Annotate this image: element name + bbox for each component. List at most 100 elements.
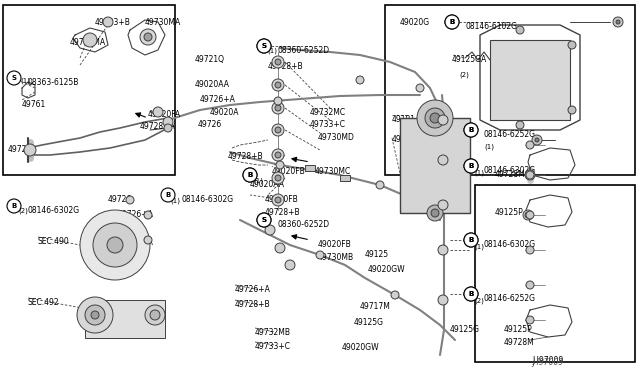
Text: 49728M: 49728M [504, 338, 535, 347]
Text: B: B [468, 127, 474, 133]
Text: 49181: 49181 [392, 115, 416, 124]
Text: J I97009: J I97009 [532, 356, 563, 365]
Text: (1): (1) [170, 197, 180, 203]
Text: B: B [449, 19, 454, 25]
Text: 08360-6252D: 08360-6252D [277, 46, 329, 55]
Circle shape [527, 172, 533, 178]
Circle shape [272, 79, 284, 91]
Circle shape [526, 281, 534, 289]
Circle shape [464, 159, 478, 173]
Text: 49726+A: 49726+A [235, 285, 271, 294]
Circle shape [144, 33, 152, 41]
Circle shape [107, 237, 123, 253]
Circle shape [150, 310, 160, 320]
Text: 49728+A: 49728+A [140, 122, 176, 131]
Text: 08360-6252D: 08360-6252D [277, 220, 329, 229]
Circle shape [163, 117, 173, 127]
Circle shape [272, 124, 284, 136]
Circle shape [164, 124, 172, 132]
Text: 49730MC: 49730MC [315, 167, 351, 176]
Circle shape [526, 211, 534, 219]
Circle shape [391, 291, 399, 299]
Text: 08146-6302G: 08146-6302G [484, 166, 536, 175]
Text: S: S [262, 43, 266, 49]
Text: (2): (2) [18, 208, 28, 215]
Circle shape [243, 168, 257, 182]
Circle shape [161, 188, 175, 202]
Circle shape [7, 71, 21, 85]
Circle shape [376, 181, 384, 189]
Text: 49732MC: 49732MC [310, 108, 346, 117]
Circle shape [464, 159, 478, 173]
Text: S: S [12, 75, 17, 81]
Text: (1): (1) [474, 170, 484, 176]
Circle shape [257, 213, 271, 227]
Text: 49020GW: 49020GW [342, 343, 380, 352]
Text: 49726+A: 49726+A [118, 210, 154, 219]
Text: 49020FA: 49020FA [148, 110, 181, 119]
Text: B: B [468, 163, 474, 169]
Bar [400, 118, 470, 213]
Text: 08146-6302G: 08146-6302G [181, 195, 233, 204]
Circle shape [532, 135, 542, 145]
Bar [475, 185, 635, 362]
Text: 49125GA: 49125GA [452, 55, 487, 64]
Circle shape [431, 209, 439, 217]
Text: 49125G: 49125G [354, 318, 384, 327]
Circle shape [438, 155, 448, 165]
Circle shape [275, 59, 281, 65]
Circle shape [445, 15, 459, 29]
Circle shape [275, 82, 281, 88]
Text: 49732MB: 49732MB [255, 328, 291, 337]
Circle shape [464, 287, 478, 301]
Circle shape [257, 39, 271, 53]
Text: 49182: 49182 [392, 135, 416, 144]
Text: 49020A: 49020A [210, 108, 239, 117]
Text: B: B [468, 163, 474, 169]
Text: S: S [262, 217, 266, 223]
Text: B: B [468, 237, 474, 243]
Text: B: B [468, 127, 474, 133]
Circle shape [83, 33, 97, 47]
Text: B: B [449, 19, 454, 25]
Circle shape [464, 233, 478, 247]
Text: 49125G: 49125G [450, 325, 480, 334]
Circle shape [613, 17, 623, 27]
Circle shape [438, 245, 448, 255]
Circle shape [144, 211, 152, 219]
Text: 49720: 49720 [8, 145, 32, 154]
Text: 49726: 49726 [198, 120, 222, 129]
Text: 49726+A: 49726+A [118, 238, 154, 247]
Text: 49125: 49125 [365, 250, 389, 259]
Text: 08363-6125B: 08363-6125B [27, 78, 78, 87]
Text: B: B [468, 291, 474, 297]
Text: S: S [262, 43, 266, 49]
Circle shape [153, 107, 163, 117]
Text: 49020AA: 49020AA [250, 180, 285, 189]
Text: B: B [248, 172, 253, 178]
Bar [305, 165, 315, 171]
Circle shape [275, 197, 281, 203]
Circle shape [525, 212, 531, 218]
Text: 08146-6252G: 08146-6252G [484, 130, 536, 139]
Circle shape [274, 97, 282, 105]
Text: 49020AA: 49020AA [195, 80, 230, 89]
Circle shape [526, 171, 534, 179]
Text: 49761: 49761 [22, 100, 46, 109]
Circle shape [568, 106, 576, 114]
Text: SEC.492: SEC.492 [28, 298, 60, 307]
Circle shape [445, 15, 459, 29]
Circle shape [275, 105, 281, 111]
Text: 49730MA: 49730MA [145, 18, 181, 27]
Text: (1): (1) [474, 243, 484, 250]
Circle shape [416, 84, 424, 92]
Text: B: B [468, 291, 474, 297]
Circle shape [526, 141, 534, 149]
Circle shape [464, 287, 478, 301]
Circle shape [526, 316, 534, 324]
Text: 49733+B: 49733+B [95, 18, 131, 27]
Text: 49020FB: 49020FB [272, 167, 306, 176]
Circle shape [425, 108, 445, 128]
Circle shape [275, 243, 285, 253]
Circle shape [144, 236, 152, 244]
